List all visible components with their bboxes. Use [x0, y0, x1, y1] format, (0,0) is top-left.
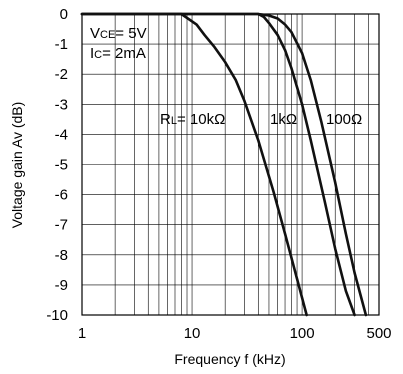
y-tick-label: -9 — [55, 277, 68, 294]
tick-labels: 0 -1 -2 -3 -4 -5 -6 -7 -8 -9 -10 1 10 100 500 — [46, 6, 391, 342]
y-tick-label: -5 — [55, 157, 68, 174]
x-tick-label: 10 — [184, 325, 201, 342]
series-label-1k: 1kΩ — [270, 111, 297, 128]
series-line-1 — [80, 12, 356, 317]
y-tick-label: -1 — [55, 36, 68, 53]
series-layer — [80, 12, 368, 317]
y-tick-label: -7 — [55, 217, 68, 234]
y-tick-label: -4 — [55, 126, 68, 143]
series-line-0 — [80, 12, 308, 317]
y-tick-label: -3 — [55, 96, 68, 113]
condition-ic: IC= 2mA — [90, 45, 146, 62]
x-tick-label: 500 — [366, 325, 391, 342]
y-tick-label: -8 — [55, 247, 68, 264]
y-tick-label: -6 — [55, 187, 68, 204]
x-tick-label: 1 — [78, 325, 86, 342]
series-label-rl-10k: RL= 10kΩ — [160, 111, 225, 128]
x-axis-label: Frequency f (kHz) — [174, 351, 285, 367]
y-tick-label: -2 — [55, 66, 68, 83]
y-tick-label: 0 — [60, 6, 68, 23]
grid — [82, 14, 379, 315]
y-tick-label: -10 — [46, 307, 68, 324]
series-line-2 — [80, 12, 368, 317]
x-tick-label: 100 — [290, 325, 315, 342]
y-axis-label: Voltage gain Av (dB) — [9, 102, 25, 229]
series-label-100: 100Ω — [326, 111, 362, 128]
condition-vce: VCE= 5V — [90, 25, 147, 42]
